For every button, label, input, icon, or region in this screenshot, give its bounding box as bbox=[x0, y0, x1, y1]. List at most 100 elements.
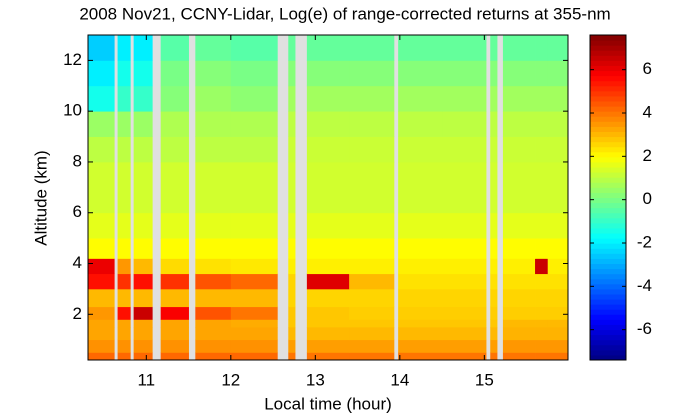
heatmap-cell bbox=[535, 319, 549, 328]
y-tick-label: 10 bbox=[63, 101, 82, 120]
heatmap-cell bbox=[160, 85, 189, 112]
colorbar-slice bbox=[590, 131, 626, 138]
heatmap-cell bbox=[442, 306, 487, 320]
heatmap-cell bbox=[117, 326, 131, 341]
heatmap-cell bbox=[117, 352, 131, 361]
heatmap-cell bbox=[535, 326, 549, 341]
heatmap-cell bbox=[306, 35, 350, 61]
heatmap-cell bbox=[547, 306, 569, 320]
heatmap-cell bbox=[88, 352, 115, 361]
colorbar-slice bbox=[590, 273, 626, 280]
heatmap-cell bbox=[490, 111, 498, 137]
heatmap-cell bbox=[490, 273, 498, 290]
heatmap-cell bbox=[195, 35, 232, 61]
colorbar-slice bbox=[590, 55, 626, 61]
colorbar-slice bbox=[590, 35, 626, 41]
heatmap-cell bbox=[133, 258, 153, 275]
heatmap-cell bbox=[230, 161, 278, 214]
colorbar-slice bbox=[590, 349, 626, 356]
heatmap-cell bbox=[349, 319, 395, 328]
heatmap-cell bbox=[195, 161, 232, 214]
heatmap-cell bbox=[195, 136, 232, 163]
heatmap-cell bbox=[349, 306, 395, 320]
heatmap-cell bbox=[490, 161, 498, 214]
colorbar-slice bbox=[590, 151, 626, 158]
heatmap-cell bbox=[502, 111, 536, 137]
heatmap-cell bbox=[88, 60, 115, 87]
heatmap-cell bbox=[442, 258, 487, 275]
heatmap-cell bbox=[442, 60, 487, 87]
heatmap-cell bbox=[230, 85, 278, 112]
heatmap-cell bbox=[288, 35, 296, 61]
heatmap-cell bbox=[547, 85, 569, 112]
heatmap-cell bbox=[160, 60, 189, 87]
heatmap-cell bbox=[160, 212, 189, 239]
heatmap-cell bbox=[306, 111, 350, 137]
heatmap-cell bbox=[398, 288, 443, 308]
heatmap-cell bbox=[398, 319, 443, 328]
heatmap-cell bbox=[535, 339, 549, 353]
heatmap-cell bbox=[547, 111, 569, 137]
heatmap-cell bbox=[547, 273, 569, 290]
heatmap-cell bbox=[195, 288, 232, 308]
heatmap-cell bbox=[160, 352, 189, 361]
heatmap-cell bbox=[442, 212, 487, 239]
heatmap-cell bbox=[288, 326, 296, 341]
heatmap-cell bbox=[230, 288, 278, 308]
colorbar-frame bbox=[589, 34, 627, 361]
heatmap-cell bbox=[133, 212, 153, 239]
heatmap-cell bbox=[133, 288, 153, 308]
heatmap-cell bbox=[349, 288, 395, 308]
colorbar-slice bbox=[590, 177, 626, 183]
heatmap-cell bbox=[88, 258, 115, 275]
heatmap-cell bbox=[230, 273, 278, 290]
heatmap-cell bbox=[490, 136, 498, 163]
heatmap-cell bbox=[133, 273, 153, 290]
heatmap-cell bbox=[230, 306, 278, 320]
heatmap-cell bbox=[230, 111, 278, 137]
heatmap-cell bbox=[117, 212, 131, 239]
colorbar-slice bbox=[590, 304, 626, 310]
heatmap-cell bbox=[88, 136, 115, 163]
heatmap-cell bbox=[160, 136, 189, 163]
heatmap-cell bbox=[535, 136, 549, 163]
heatmap-cell bbox=[502, 319, 536, 328]
heatmap-cell bbox=[490, 60, 498, 87]
heatmap-cell bbox=[398, 306, 443, 320]
heatmap-cell bbox=[195, 339, 232, 353]
heatmap-cell bbox=[230, 212, 278, 239]
heatmap-cell bbox=[88, 326, 115, 341]
heatmap-cell bbox=[535, 60, 549, 87]
heatmap-cell bbox=[195, 352, 232, 361]
colorbar-slice bbox=[590, 146, 626, 153]
heatmap-cell bbox=[502, 339, 536, 353]
heatmap-cell bbox=[442, 339, 487, 353]
heatmap-cell bbox=[306, 85, 350, 112]
colorbar-slice bbox=[590, 212, 626, 219]
heatmap-cell bbox=[349, 326, 395, 341]
colorbar-slice bbox=[590, 116, 626, 122]
heatmap-cell bbox=[88, 273, 115, 290]
heatmap-cell bbox=[490, 339, 498, 353]
heatmap-cell bbox=[195, 319, 232, 328]
colorbar-slice bbox=[590, 126, 626, 132]
heatmap-cell bbox=[547, 60, 569, 87]
heatmap-cell bbox=[288, 60, 296, 87]
heatmap-cell bbox=[502, 212, 536, 239]
heatmap-cell bbox=[535, 273, 549, 290]
heatmap-cell bbox=[230, 258, 278, 275]
y-tick-label: 8 bbox=[73, 151, 82, 170]
heatmap-cell bbox=[442, 35, 487, 61]
x-tick-label: 13 bbox=[306, 370, 325, 389]
heatmap-cell bbox=[306, 288, 350, 308]
y-tick-label: 6 bbox=[73, 202, 82, 221]
colorbar-slice bbox=[590, 60, 626, 66]
colorbar-slice bbox=[590, 314, 626, 320]
heatmap-cell bbox=[133, 352, 153, 361]
colorbar-slice bbox=[590, 248, 626, 254]
colorbar-slice bbox=[590, 121, 626, 127]
heatmap-cell bbox=[547, 352, 569, 361]
colorbar-slice bbox=[590, 161, 626, 168]
heatmap-cell bbox=[160, 111, 189, 137]
